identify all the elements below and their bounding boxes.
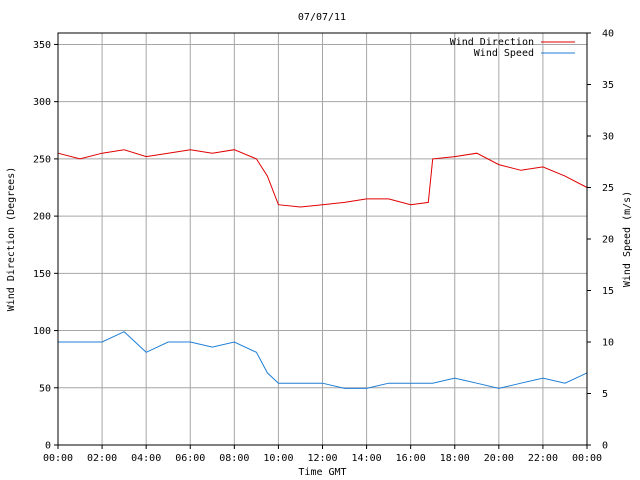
legend-label: Wind Speed	[474, 48, 534, 59]
left-tick-label: 50	[39, 383, 51, 394]
left-tick-label: 350	[33, 40, 51, 51]
x-tick-label: 02:00	[87, 453, 117, 464]
x-tick-label: 04:00	[131, 453, 161, 464]
right-tick-label: 15	[602, 286, 614, 297]
right-tick-label: 5	[602, 389, 608, 400]
series-line-wind-speed	[58, 331, 588, 389]
chart-title: 07/07/11	[298, 12, 346, 23]
right-tick-label: 10	[602, 338, 614, 349]
left-tick-label: 0	[45, 441, 51, 452]
x-tick-label: 16:00	[396, 453, 426, 464]
left-axis-label: Wind Direction (Degrees)	[6, 167, 17, 312]
left-axis: 0 50 100 150 200 250 300 350	[33, 40, 58, 452]
left-tick-label: 150	[33, 269, 51, 280]
right-tick-label: 25	[602, 183, 614, 194]
x-axis: 00:00 02:00 04:00 06:00 08:00 10:00 12:00 14:00…	[43, 445, 602, 464]
series-lines	[57, 149, 588, 389]
x-tick-label: 00:00	[43, 453, 73, 464]
x-tick-label: 18:00	[440, 453, 470, 464]
x-tick-label: 10:00	[263, 453, 293, 464]
x-axis-label: Time GMT	[298, 467, 346, 478]
x-tick-label: 22:00	[528, 453, 558, 464]
legend-label: Wind Direction	[450, 37, 534, 48]
left-tick-label: 300	[33, 97, 51, 108]
right-axis: 0 5 10 15 20 25 30 35 40	[587, 29, 614, 452]
left-tick-label: 200	[33, 212, 51, 223]
x-tick-label: 12:00	[307, 453, 337, 464]
x-tick-label: 00:00	[572, 453, 602, 464]
x-tick-label: 20:00	[484, 453, 514, 464]
right-tick-label: 20	[602, 235, 614, 246]
right-tick-label: 0	[602, 441, 608, 452]
x-tick-label: 14:00	[352, 453, 382, 464]
x-tick-label: 08:00	[219, 453, 249, 464]
series-line-wind-direction	[57, 149, 588, 208]
left-tick-label: 100	[33, 326, 51, 337]
right-tick-label: 30	[602, 132, 614, 143]
right-tick-label: 40	[602, 29, 614, 40]
right-tick-label: 35	[602, 80, 614, 91]
right-axis-label: Wind Speed (m/s)	[622, 191, 633, 287]
x-tick-label: 06:00	[175, 453, 205, 464]
left-tick-label: 250	[33, 154, 51, 165]
